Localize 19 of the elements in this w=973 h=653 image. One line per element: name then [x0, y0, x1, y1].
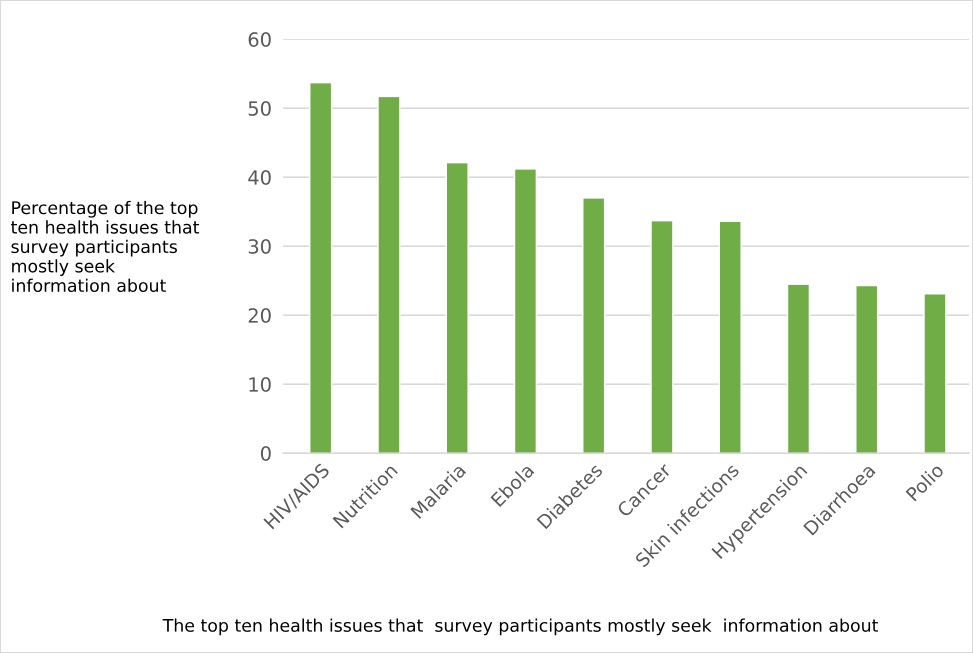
bar	[786, 283, 810, 454]
y-tick-label: 20	[248, 308, 271, 323]
y-tick-label: 40	[248, 170, 271, 185]
bar	[923, 293, 947, 454]
y-tick-label: 0	[260, 446, 271, 461]
x-axis-title: The top ten health issues that survey participants mostly seek information about	[162, 618, 878, 636]
bar	[514, 168, 538, 454]
bar	[855, 284, 878, 454]
y-axis-title: Percentage of the top ten health issues that survey participants mostly seek information about	[11, 200, 200, 292]
bar	[718, 220, 742, 454]
bar	[446, 162, 469, 454]
bar	[650, 220, 674, 454]
bar	[582, 197, 606, 454]
y-tick-label: 30	[248, 239, 271, 254]
bar	[377, 96, 401, 454]
y-tick-label: 50	[248, 101, 271, 116]
bar	[309, 82, 332, 454]
y-tick-label: 60	[248, 32, 271, 47]
y-tick-label: 10	[249, 377, 271, 392]
